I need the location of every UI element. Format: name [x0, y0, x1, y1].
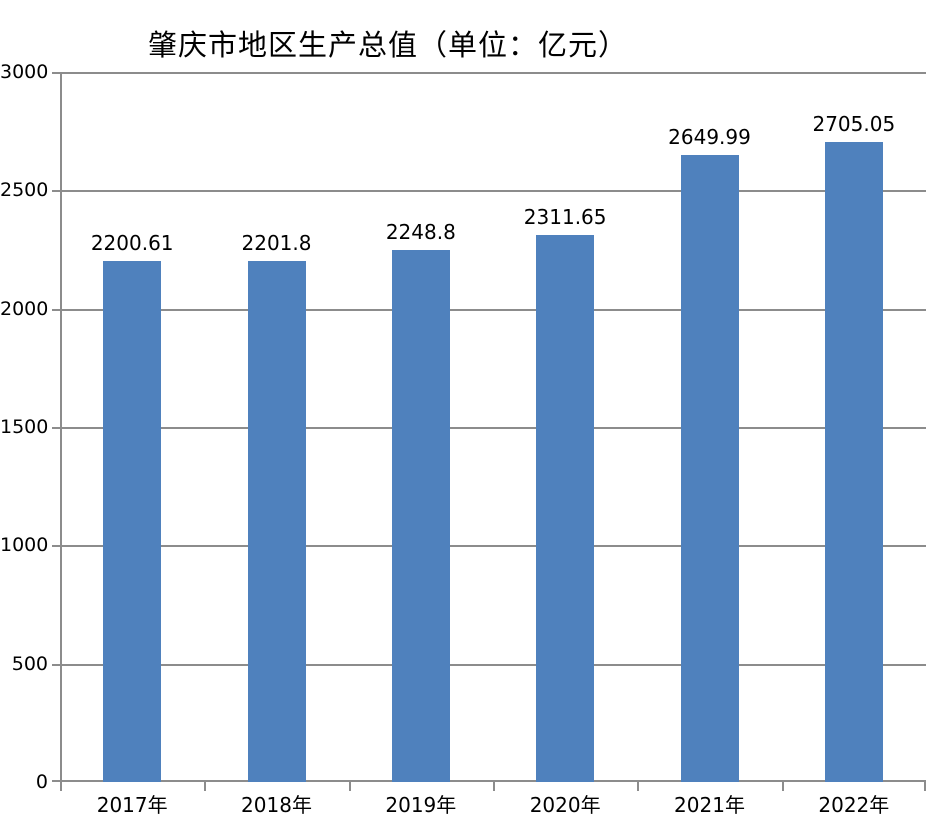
bar-value-label: 2311.65 — [523, 204, 607, 229]
x-axis-label: 2022年 — [818, 793, 890, 817]
gridline — [60, 427, 926, 429]
y-tick — [52, 663, 60, 666]
bar-2020年 — [536, 234, 595, 782]
gridline — [60, 72, 926, 74]
bar-value-label: 2649.99 — [668, 124, 751, 149]
x-tick — [204, 782, 207, 791]
chart-title: 肇庆市地区生产总值（单位：亿元） — [148, 28, 629, 62]
gridline — [60, 663, 926, 666]
y-axis-labels: 0 500 1000 1500 2000 2500 3000 — [0, 62, 49, 792]
y-tick — [52, 72, 60, 74]
y-tick-label: 500 — [11, 652, 48, 675]
x-axis-label: 2018年 — [241, 793, 312, 817]
y-tick-label: 2500 — [0, 179, 49, 202]
bar-2019年 — [391, 249, 450, 782]
x-tick — [781, 782, 784, 791]
x-axis-label: 2017年 — [96, 793, 168, 817]
bar-2021年 — [680, 154, 739, 782]
bar-value-label: 2705.05 — [812, 111, 896, 136]
y-tick-label: 3000 — [0, 61, 49, 83]
x-axis-line — [60, 780, 926, 782]
bar-2017年 — [103, 261, 162, 782]
x-tick — [60, 782, 62, 791]
y-tick — [52, 190, 60, 193]
bar-value-label: 2201.8 — [241, 230, 312, 255]
x-axis-label: 2019年 — [385, 793, 457, 817]
y-tick — [52, 780, 60, 782]
y-axis-line — [60, 72, 62, 791]
bar-2022年 — [824, 141, 883, 782]
gridline — [60, 190, 926, 193]
bar-2018年 — [247, 260, 306, 782]
bar-value-label: 2248.8 — [385, 219, 456, 244]
y-tick-label: 1500 — [0, 416, 49, 438]
x-axis-labels: 2017年 2018年 2019年 2020年 2021年 2022年 — [60, 793, 926, 823]
y-tick-label: 1000 — [0, 534, 49, 557]
x-tick — [348, 782, 351, 791]
x-tick — [637, 782, 640, 791]
x-tick — [924, 782, 926, 791]
gridline — [60, 308, 926, 311]
y-tick-label: 2000 — [0, 297, 49, 320]
x-axis-label: 2020年 — [529, 793, 601, 817]
y-tick — [52, 427, 60, 429]
y-tick-label: 0 — [35, 771, 48, 793]
x-axis-label: 2021年 — [674, 793, 745, 817]
y-tick — [52, 545, 60, 548]
plot-area: 2200.61 2201.8 2248.8 2311.65 2649.99 2705.05 — [52, 72, 926, 791]
x-tick — [493, 782, 495, 791]
y-tick — [52, 308, 60, 311]
gridline — [60, 545, 926, 548]
bar-value-label: 2200.61 — [90, 231, 174, 256]
